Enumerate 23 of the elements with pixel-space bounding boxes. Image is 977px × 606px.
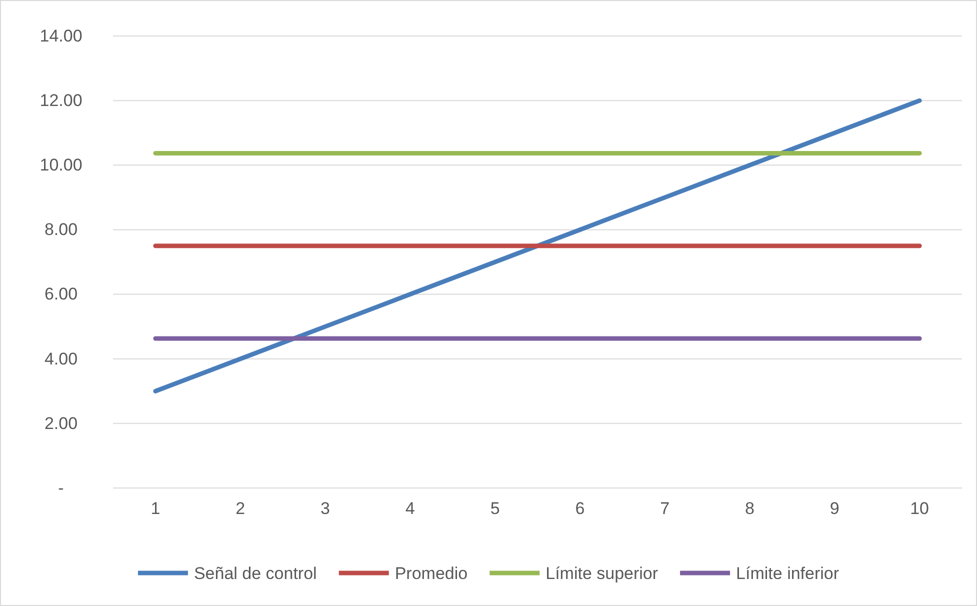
x-tick-label: 3 (320, 499, 330, 518)
y-tick-label: 4.00 (44, 349, 78, 368)
x-tick-label: 5 (490, 499, 500, 518)
legend-label: Señal de control (194, 564, 317, 583)
x-tick-label: 10 (910, 499, 930, 518)
x-tick-label: 7 (660, 499, 670, 518)
x-tick-label: 8 (745, 499, 754, 518)
y-tick-label: 14.00 (40, 26, 82, 46)
x-tick-label: 9 (830, 499, 840, 518)
y-tick-label: 10.00 (40, 156, 82, 175)
x-tick-label: 6 (575, 499, 585, 518)
x-tick-label: 1 (150, 499, 160, 518)
x-tick-label: 2 (236, 499, 246, 518)
legend-label: Promedio (394, 564, 468, 583)
y-tick-label: 8.00 (44, 220, 78, 240)
legend-label: Límite inferior (736, 564, 840, 583)
y-tick-label: 12.00 (40, 91, 82, 110)
y-tick-label: 6.00 (44, 284, 78, 304)
y-tick-label: - (58, 478, 64, 498)
y-tick-label: 2.00 (44, 414, 78, 433)
legend-label: Límite superior (546, 564, 658, 583)
x-tick-label: 4 (405, 499, 415, 518)
line-series (153, 98, 922, 394)
